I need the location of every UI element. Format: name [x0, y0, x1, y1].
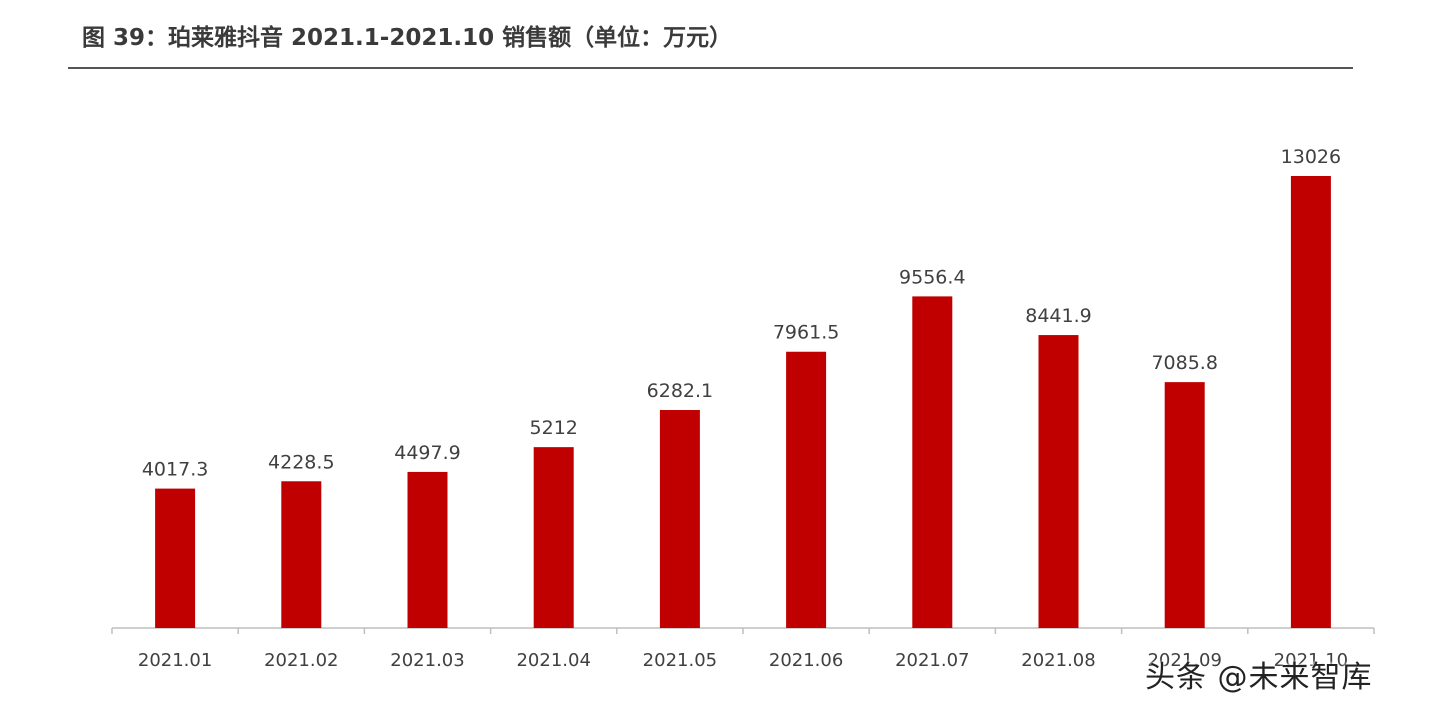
bar-value-label: 7961.5: [773, 322, 839, 344]
bar-value-label: 4017.3: [142, 459, 208, 481]
bar: [1164, 382, 1205, 628]
x-tick-label: 2021.01: [138, 650, 212, 671]
bar: [786, 351, 827, 628]
bar-value-label: 8441.9: [1025, 305, 1091, 327]
bar-value-label: 6282.1: [647, 380, 713, 402]
x-tick-label: 2021.05: [643, 650, 717, 671]
x-tick-label: 2021.10: [1274, 650, 1348, 671]
watermark: 头条 @未来智库: [1145, 660, 1373, 695]
bar-value-label: 7085.8: [1151, 352, 1217, 374]
bar: [912, 296, 953, 628]
x-tick-label: 2021.08: [1021, 650, 1095, 671]
bar-value-label: 9556.4: [899, 266, 965, 288]
bar: [281, 481, 322, 628]
x-tick-label: 2021.04: [516, 650, 590, 671]
x-tick-label: 2021.02: [264, 650, 338, 671]
bar: [1290, 176, 1331, 628]
bar: [533, 447, 574, 628]
x-tick-label: 2021.09: [1147, 650, 1221, 671]
bar: [407, 471, 448, 628]
bar-value-label: 5212: [530, 417, 578, 439]
bar-value-label: 4228.5: [268, 451, 334, 473]
bar-value-label: 13026: [1281, 146, 1341, 168]
x-tick-label: 2021.07: [895, 650, 969, 671]
bar: [659, 410, 700, 628]
bar: [155, 488, 196, 628]
x-tick-label: 2021.06: [769, 650, 843, 671]
chart-title: 图 39：珀莱雅抖音 2021.1-2021.10 销售额（单位：万元）: [82, 25, 733, 51]
bar-value-label: 4497.9: [394, 442, 460, 464]
title-divider: [68, 67, 1353, 69]
x-tick-label: 2021.03: [390, 650, 464, 671]
bar: [1038, 335, 1079, 628]
